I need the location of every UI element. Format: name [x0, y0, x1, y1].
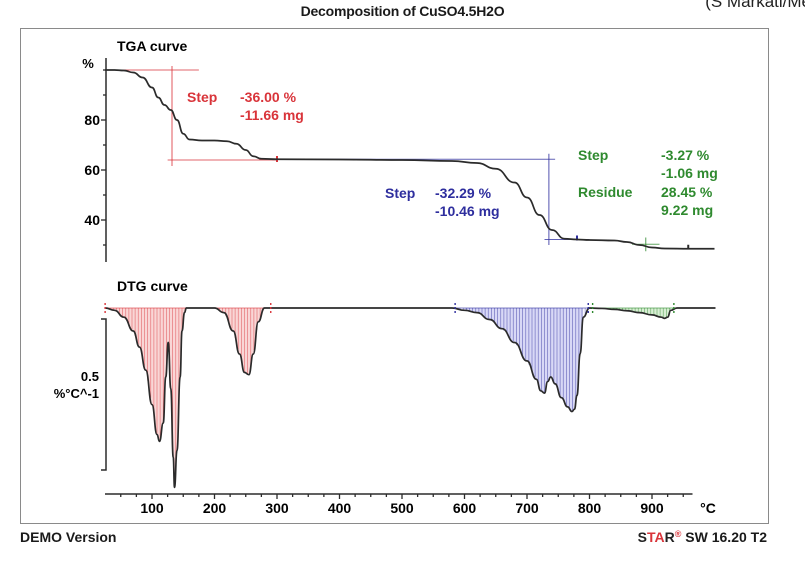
chart-title: Decomposition of CuSO4.5H2O	[300, 3, 505, 19]
dtg-y-unit: %°C^-1	[54, 386, 99, 401]
x-tick-label: 400	[328, 500, 352, 516]
residue-label: Residue	[578, 184, 633, 200]
x-axis-ticks	[120, 494, 684, 499]
x-tick-label: 900	[640, 500, 664, 516]
x-tick-label: 200	[203, 500, 227, 516]
x-tick-label: 300	[265, 500, 289, 516]
plot-frame	[20, 28, 769, 524]
residue-mass: 9.22 mg	[661, 202, 713, 218]
step3-percent: -3.27 %	[661, 147, 710, 163]
dtg-scale-bar	[101, 318, 107, 471]
registered-mark: ®	[674, 529, 682, 539]
dtg-scale-value: 0.5	[81, 369, 99, 384]
dtg-integration-fills	[105, 307, 674, 488]
step2-label: Step	[385, 185, 415, 201]
tga-title: TGA curve	[117, 38, 187, 54]
corner-watermark-text: (S Markati/Me	[705, 0, 805, 11]
step1-label: Step	[187, 89, 217, 105]
x-tick-label: 500	[390, 500, 414, 516]
tga-y-tick-label: 80	[84, 112, 100, 128]
x-tick-label: 100	[140, 500, 164, 516]
brand-ta: TA	[647, 529, 665, 545]
step3-label: Step	[578, 147, 608, 163]
step1-mass: -11.66 mg	[240, 107, 304, 123]
tga-y-tick-label: 60	[84, 162, 100, 178]
dtg-curve-line	[105, 307, 716, 489]
tga-y-tick-label: 40	[84, 212, 100, 228]
software-version-label: STAR® SW 16.20 T2	[638, 529, 767, 545]
version-text: SW 16.20 T2	[681, 529, 767, 545]
dtg-title: DTG curve	[117, 278, 188, 294]
residue-percent: 28.45 %	[661, 184, 713, 200]
x-tick-label: 800	[578, 500, 602, 516]
x-axis-unit: °C	[700, 500, 716, 516]
tga-y-unit: %	[82, 56, 94, 71]
x-tick-label: 700	[515, 500, 539, 516]
step1-percent: -36.00 %	[240, 89, 297, 105]
step1-dtg-area	[105, 308, 265, 488]
step2-mass: -10.46 mg	[435, 203, 500, 219]
tga-curve-line	[105, 69, 715, 250]
step2-percent: -32.29 %	[435, 185, 492, 201]
brand-s: S	[637, 529, 648, 545]
brand-r: R	[664, 529, 675, 545]
x-tick-label: 600	[453, 500, 477, 516]
step3-mass: -1.06 mg	[661, 165, 718, 181]
demo-version-label: DEMO Version	[20, 529, 117, 545]
dtg-region-markers	[104, 303, 675, 313]
x-axis-tick-labels: 100 200 300 400 500 600 700 800 900	[140, 500, 664, 516]
